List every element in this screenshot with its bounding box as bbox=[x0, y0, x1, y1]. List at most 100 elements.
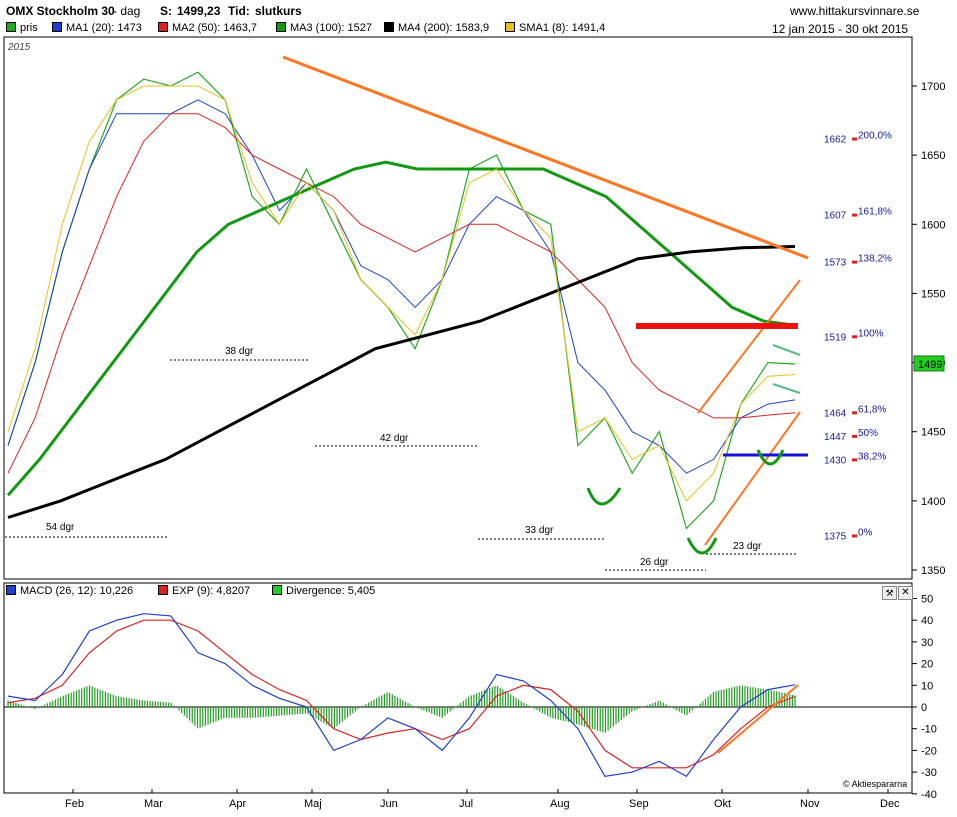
legend-swatch bbox=[276, 22, 286, 32]
last-label: S: bbox=[160, 4, 172, 18]
copyright: © Aktiespararna bbox=[843, 779, 908, 789]
fib-level-value: 1447 bbox=[824, 432, 847, 443]
fib-level-marker bbox=[852, 534, 857, 538]
price-series-line bbox=[7, 113, 796, 474]
legend-label: MA4 (200): 1583,9 bbox=[398, 22, 490, 34]
duration-label: 42 dgr bbox=[380, 433, 409, 444]
duration-label: 54 dgr bbox=[46, 522, 75, 533]
fib-level-value: 1607 bbox=[824, 211, 847, 222]
fib-level-pct: 161,8% bbox=[858, 207, 892, 218]
fib-level-marker bbox=[852, 458, 857, 462]
fib-level-value: 1430 bbox=[824, 455, 847, 466]
time-label: Tid: bbox=[228, 4, 250, 18]
legend-item: SMA1 (8): 1491,4 bbox=[505, 22, 605, 36]
rounding-bottom-2 bbox=[686, 537, 718, 555]
month-tick-label: Apr bbox=[229, 798, 246, 810]
month-tick-label: Jul bbox=[459, 798, 473, 810]
price-tick-label: 1450 bbox=[921, 427, 945, 439]
macd-tick-label: -20 bbox=[921, 745, 937, 757]
legend-label: MA2 (50): 1463,7 bbox=[172, 22, 257, 34]
price-series-line bbox=[7, 85, 796, 502]
price-series-line bbox=[7, 99, 796, 474]
macd-line bbox=[7, 613, 796, 778]
date-range: 12 jan 2015 - 30 okt 2015 bbox=[772, 22, 909, 36]
legend-swatch bbox=[158, 585, 168, 595]
macd-tick-label: -30 bbox=[921, 767, 937, 779]
legend-label: Divergence: 5,405 bbox=[286, 585, 376, 597]
fib-level-pct: 100% bbox=[858, 328, 884, 339]
flag-upper bbox=[772, 344, 801, 356]
macd-tick-label: 40 bbox=[921, 615, 933, 627]
rounding-bottom-1 bbox=[586, 487, 622, 506]
macd-trendline bbox=[717, 684, 799, 754]
month-tick-label: Jun bbox=[380, 798, 398, 810]
channel-lower-line bbox=[704, 411, 801, 546]
legend-swatch bbox=[505, 22, 515, 32]
fib-level-pct: 200,0% bbox=[858, 131, 892, 142]
legend-label: EXP (9): 4,8207 bbox=[172, 585, 251, 597]
macd-tick-label: -40 bbox=[921, 789, 937, 801]
flag-lower bbox=[772, 383, 801, 394]
fib-level-pct: 50% bbox=[858, 428, 878, 439]
close-panel-icon[interactable]: ✕ bbox=[898, 586, 913, 600]
fib-level-pct: 38,2% bbox=[858, 451, 886, 462]
fib-level-pct: 138,2% bbox=[858, 254, 892, 265]
legend-item: MACD (26, 12): 10,226 bbox=[6, 585, 133, 599]
price-tick-label: 1700 bbox=[921, 81, 945, 93]
last-price-tag-text: 1499 bbox=[918, 359, 942, 371]
macd-tick-label: 20 bbox=[921, 659, 933, 671]
legend-item: MA1 (20): 1473 bbox=[52, 22, 142, 36]
month-tick-label: Nov bbox=[800, 798, 820, 810]
legend-label: MACD (26, 12): 10,226 bbox=[20, 585, 134, 597]
price-tick-label: 1650 bbox=[921, 150, 945, 162]
chart-header: OMX Stockholm 30 - dag S: 1499,23 Tid: s… bbox=[0, 0, 957, 20]
price-series-line bbox=[6, 160, 796, 497]
fib-level-marker bbox=[852, 137, 857, 141]
duration-label: 33 dgr bbox=[525, 525, 554, 536]
legend-item: MA2 (50): 1463,7 bbox=[158, 22, 257, 36]
macd-tick-label: 50 bbox=[921, 594, 933, 606]
macd-tick-label: -10 bbox=[921, 724, 937, 736]
time-value: slutkurs bbox=[255, 4, 302, 18]
fib-level-marker bbox=[852, 411, 857, 415]
month-tick-label: Sep bbox=[629, 798, 649, 810]
fib-level-pct: 0% bbox=[858, 527, 873, 538]
legend-label: MA3 (100): 1527 bbox=[290, 22, 372, 34]
rounding-bottom-3 bbox=[756, 449, 785, 466]
period-label: - dag bbox=[113, 4, 141, 18]
exp-line bbox=[7, 619, 796, 769]
duration-label: 23 dgr bbox=[733, 541, 762, 552]
duration-label: 38 dgr bbox=[225, 346, 254, 357]
fib-level-marker bbox=[852, 335, 857, 339]
year-label: 2015 bbox=[7, 42, 31, 53]
month-tick-label: Aug bbox=[550, 798, 570, 810]
legend-swatch bbox=[52, 22, 62, 32]
macd-tick-label: 10 bbox=[921, 680, 933, 692]
site-url[interactable]: www.hittakursvinnare.se bbox=[790, 4, 920, 18]
last-price-tag bbox=[913, 355, 945, 372]
macd-tick-label: 0 bbox=[921, 702, 927, 714]
duration-label: 26 dgr bbox=[640, 557, 669, 568]
zoom-tool-icon[interactable]: ⚒ bbox=[882, 586, 897, 600]
month-tick-label: Mar bbox=[144, 798, 163, 810]
legend-item: pris bbox=[6, 22, 38, 36]
legend-swatch bbox=[6, 585, 16, 595]
price-tick-label: 1400 bbox=[921, 496, 945, 508]
price-tick-label: 1600 bbox=[921, 219, 945, 231]
fib-level-value: 1662 bbox=[824, 135, 847, 146]
price-panel-frame bbox=[3, 36, 913, 580]
legend-swatch bbox=[158, 22, 168, 32]
legend-item: EXP (9): 4,8207 bbox=[158, 585, 250, 599]
fib-level-value: 1375 bbox=[824, 531, 847, 542]
legend-item: Divergence: 5,405 bbox=[272, 585, 375, 599]
price-series-line bbox=[7, 245, 796, 519]
fib-level-pct: 61,8% bbox=[858, 404, 886, 415]
legend-swatch bbox=[384, 22, 394, 32]
channel-upper-line bbox=[697, 279, 801, 414]
macd-panel-frame bbox=[3, 582, 913, 794]
legend-swatch bbox=[272, 585, 282, 595]
legend-label: SMA1 (8): 1491,4 bbox=[519, 22, 606, 34]
price-series-line bbox=[7, 71, 796, 530]
